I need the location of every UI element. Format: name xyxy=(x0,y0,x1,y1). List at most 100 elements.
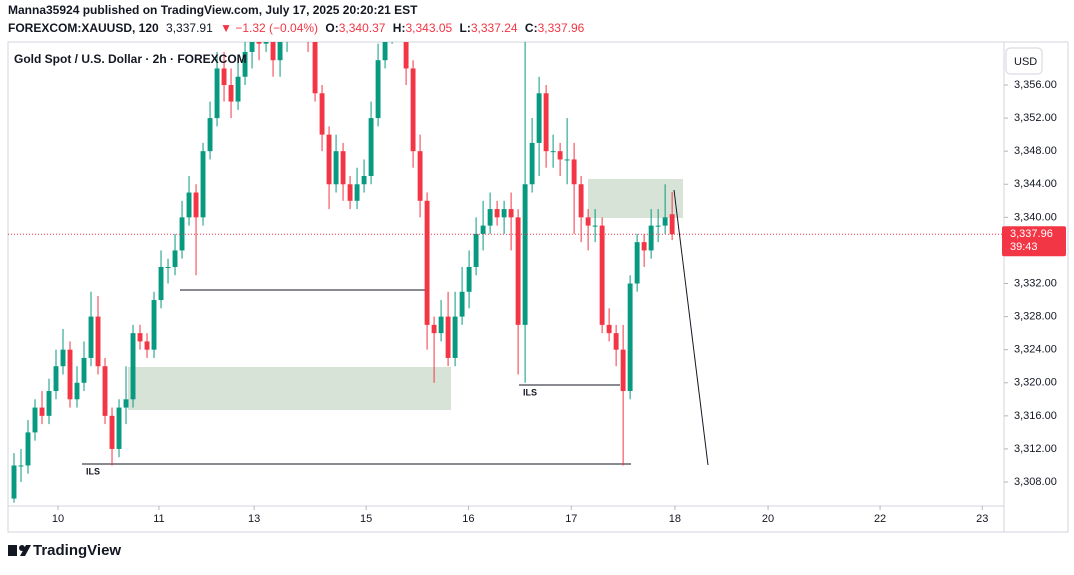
candle-body xyxy=(543,93,549,152)
zone xyxy=(588,179,683,218)
y-tick-label: 3,348.00 xyxy=(1014,145,1057,157)
countdown: 39:43 xyxy=(1010,241,1038,253)
candle-body xyxy=(501,209,507,218)
candle-body xyxy=(494,209,500,218)
footer-logo: TradingView xyxy=(8,542,121,559)
candle-body xyxy=(221,68,227,86)
candle-body xyxy=(487,209,493,226)
candle-body xyxy=(53,366,59,392)
candle-body xyxy=(18,465,24,467)
candle-body xyxy=(522,184,528,325)
trend-line xyxy=(673,189,709,466)
x-tick-label: 18 xyxy=(669,513,681,525)
candle-body xyxy=(151,300,157,350)
annotation: ILS xyxy=(86,466,100,476)
candle-body xyxy=(207,118,213,152)
candle-body xyxy=(263,42,269,44)
candle-body xyxy=(354,184,360,201)
candle-body xyxy=(515,217,521,325)
y-tick-label: 3,332.00 xyxy=(1014,277,1057,289)
candle-body xyxy=(452,316,458,358)
candle-body xyxy=(375,60,381,119)
ohlc-label: C: xyxy=(525,21,538,35)
candle-body xyxy=(340,151,346,185)
candle-body xyxy=(102,366,108,416)
candle-body xyxy=(109,415,115,449)
candle-body xyxy=(74,382,80,400)
currency: USD xyxy=(1014,56,1037,68)
candle-body xyxy=(11,465,17,499)
candle-body xyxy=(599,225,605,325)
zone xyxy=(128,367,451,410)
y-tick-label: 3,320.00 xyxy=(1014,377,1057,389)
candle-body xyxy=(382,42,388,61)
candle-body xyxy=(32,407,38,433)
candle-body xyxy=(88,316,94,358)
candle-body xyxy=(158,266,164,301)
candle-body xyxy=(403,42,409,69)
candle-body xyxy=(606,324,612,334)
x-tick-label: 17 xyxy=(565,513,577,525)
candle-body xyxy=(431,324,437,334)
candle-body xyxy=(165,266,171,268)
candle-body xyxy=(627,283,633,392)
candle-body xyxy=(564,159,570,161)
candle-body xyxy=(228,85,234,102)
candle-body xyxy=(557,151,563,160)
ohlc-value: 3,343.05 xyxy=(405,21,452,35)
candle-body xyxy=(172,250,178,267)
candle-body xyxy=(445,316,451,358)
candle-body xyxy=(123,399,129,408)
chart-title: Gold Spot / U.S. Dollar · 2h · FOREXCOM xyxy=(14,52,247,66)
candle-body xyxy=(641,242,647,251)
candle-body xyxy=(130,333,136,400)
candle-body xyxy=(242,51,248,77)
candle-body xyxy=(333,151,339,185)
y-tick-label: 3,356.00 xyxy=(1014,79,1057,91)
candle-body xyxy=(417,151,423,201)
last-price-label: 3,337.96 xyxy=(1010,228,1053,240)
logo-mark xyxy=(19,545,25,551)
annotation: ILS xyxy=(523,387,537,397)
brand: TradingView xyxy=(33,542,121,559)
ohlc-label: L: xyxy=(460,21,471,35)
x-tick-label: 10 xyxy=(52,513,64,525)
candle-body xyxy=(466,266,472,292)
candle-body xyxy=(144,341,150,350)
candle-body xyxy=(39,407,45,416)
chart-frame xyxy=(7,41,1069,533)
ohlc-label: H: xyxy=(393,21,406,35)
y-tick-label: 3,324.00 xyxy=(1014,344,1057,356)
currency-button[interactable] xyxy=(1005,47,1043,75)
logo-mark xyxy=(8,545,17,556)
x-tick-label: 11 xyxy=(153,513,164,525)
candle-body xyxy=(137,333,143,342)
logo-mark xyxy=(20,545,31,556)
candle-body xyxy=(116,407,122,449)
candle-body xyxy=(256,42,262,44)
y-tick-label: 3,340.00 xyxy=(1014,211,1057,223)
ohlc-value: 3,337.96 xyxy=(538,21,585,35)
candle-body xyxy=(326,134,332,185)
ohlc-value: 3,340.37 xyxy=(339,21,386,35)
x-tick-label: 16 xyxy=(462,513,474,525)
candle-body xyxy=(270,42,276,61)
candle-body xyxy=(620,349,626,392)
candle-body xyxy=(585,217,591,226)
candle-body xyxy=(592,225,598,227)
candle-body xyxy=(613,333,619,350)
y-tick-label: 3,352.00 xyxy=(1014,112,1057,124)
candle-body xyxy=(361,175,367,185)
candle-body xyxy=(46,391,52,416)
plot xyxy=(11,42,709,503)
y-tick-label: 3,316.00 xyxy=(1014,410,1057,422)
candle-body xyxy=(662,217,668,226)
byline: Manna35924 published on TradingView.com,… xyxy=(8,3,418,17)
candle-body xyxy=(655,225,661,227)
y-tick-label: 3,308.00 xyxy=(1014,476,1057,488)
last-price-tag xyxy=(1002,226,1066,257)
candle-body xyxy=(438,316,444,334)
candle-body xyxy=(60,349,66,367)
y-tick-label: 3,328.00 xyxy=(1014,311,1057,323)
